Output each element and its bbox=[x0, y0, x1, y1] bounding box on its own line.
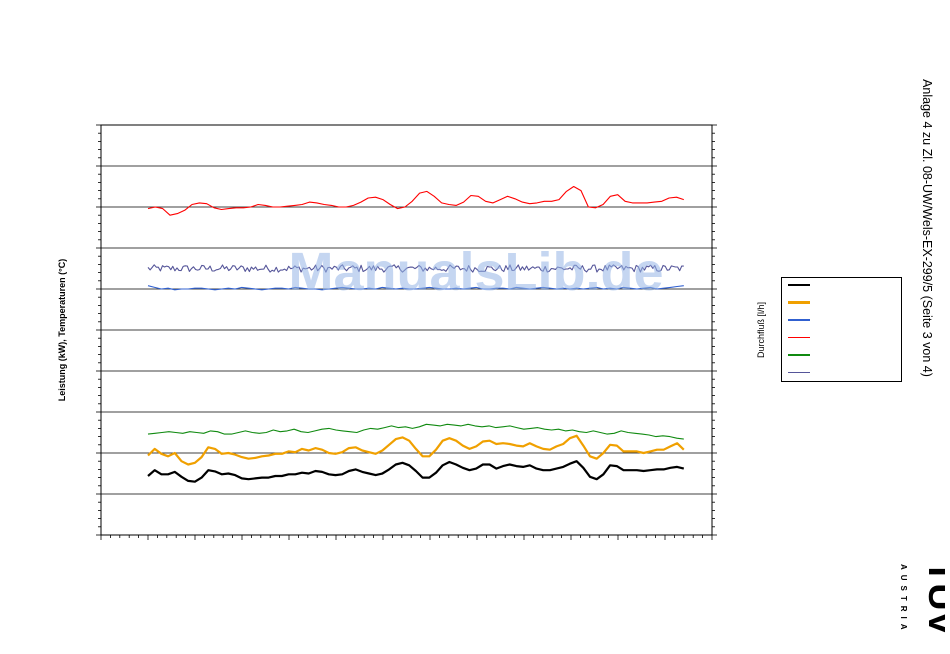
grid-lines bbox=[101, 165, 712, 495]
plot-frame bbox=[100, 124, 713, 536]
series-line-6 bbox=[147, 264, 684, 273]
svg-text:AUSTRIA: AUSTRIA bbox=[899, 564, 908, 635]
legend-swatch-3 bbox=[788, 319, 810, 321]
axis-ticks bbox=[96, 124, 717, 540]
legend bbox=[781, 277, 902, 382]
legend-swatch-6 bbox=[788, 371, 810, 374]
series-line-5 bbox=[147, 423, 684, 440]
series-line-2 bbox=[147, 434, 685, 466]
legend-swatch-5 bbox=[788, 354, 810, 356]
data-series bbox=[147, 185, 685, 483]
legend-swatch-4 bbox=[788, 336, 810, 339]
tuv-austria-logo: TÜV AUSTRIA bbox=[899, 560, 945, 636]
svg-text:TÜV: TÜV bbox=[921, 560, 945, 636]
legend-swatch-2 bbox=[788, 301, 810, 304]
series-line-4 bbox=[147, 185, 684, 216]
legend-swatch-1 bbox=[788, 283, 810, 287]
y-axis-label: Leistung (kW), Temperaturen (°C) bbox=[57, 258, 67, 402]
series-line-3 bbox=[147, 285, 684, 291]
secondary-y-axis-label: Durchfluß [l/h] bbox=[756, 301, 766, 359]
document-reference: Anlage 4 zu Zl. 08-UW/Wels-EX-299/5 (Sei… bbox=[920, 79, 934, 377]
series-line-1 bbox=[147, 460, 685, 483]
